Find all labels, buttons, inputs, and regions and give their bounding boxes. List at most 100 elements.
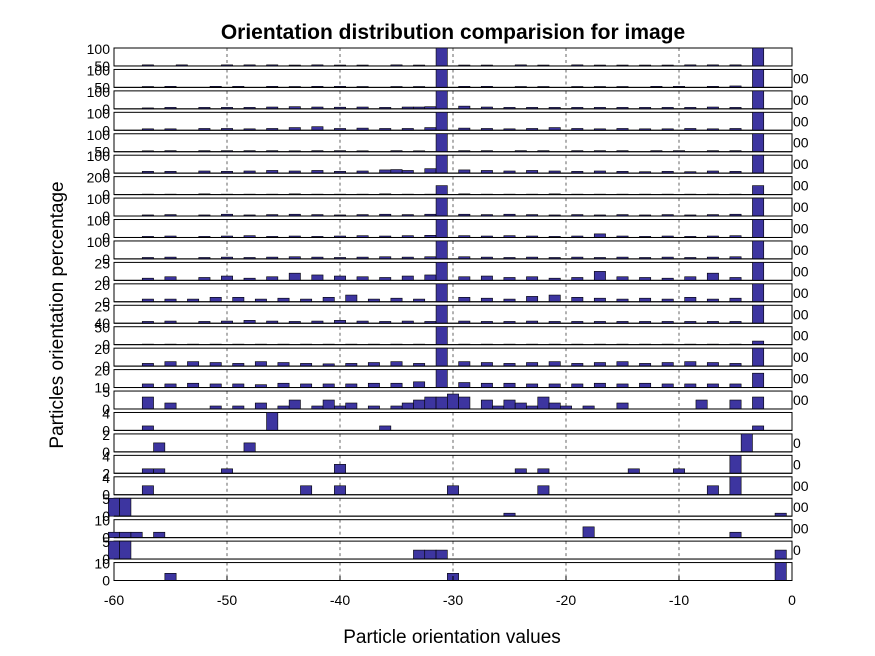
x-tick-label: -30 — [443, 592, 463, 608]
x-tick-label: 0 — [788, 592, 796, 608]
panel-ytick-label: 0 — [102, 337, 110, 353]
bar — [752, 396, 765, 410]
bar — [526, 276, 539, 281]
bar — [334, 464, 346, 474]
bar — [367, 382, 380, 388]
bar — [729, 476, 742, 496]
bar — [729, 455, 742, 474]
panel-right-label: 00 — [793, 113, 809, 129]
panel-ytick-label: 2 — [102, 465, 110, 481]
panel-right-label: 00 — [793, 328, 809, 344]
bar — [435, 47, 448, 67]
bar — [435, 197, 448, 217]
bar — [413, 381, 426, 388]
bar — [435, 396, 448, 410]
bar — [141, 383, 154, 388]
panel-ytick-label: 4 — [102, 470, 110, 486]
bar — [661, 383, 674, 388]
bar — [209, 362, 222, 367]
bar — [514, 402, 527, 410]
bar — [164, 361, 177, 367]
bar — [503, 399, 516, 410]
x-tick-label: -50 — [217, 592, 237, 608]
panel-ytick-label: 10 — [94, 380, 110, 396]
panel-ytick-label: 0 — [102, 101, 110, 117]
bar — [424, 396, 437, 410]
bar — [639, 382, 652, 388]
panel-ytick-label: 20 — [94, 277, 110, 293]
bar — [435, 347, 448, 367]
panel-ytick-label: 100 — [87, 105, 111, 121]
bar — [266, 276, 279, 281]
panel-19: 200 — [102, 427, 801, 460]
bar — [752, 90, 765, 110]
bar — [153, 442, 166, 453]
bar — [141, 396, 154, 410]
bar — [752, 262, 765, 281]
panel-ytick-label: 4 — [102, 405, 110, 421]
panel-ytick-label: 2 — [102, 427, 110, 443]
bar — [209, 296, 222, 303]
panel-ytick-label: 0 — [102, 422, 110, 438]
bar — [243, 442, 256, 453]
bar — [593, 382, 606, 388]
x-axis-label: Particle orientation values — [343, 627, 561, 648]
chart-title: Orientation distribution comparision for… — [221, 21, 685, 44]
bar — [390, 297, 403, 303]
panel-right-label: 00 — [793, 178, 809, 194]
bar — [164, 276, 177, 281]
bar — [356, 276, 369, 281]
panel-ytick-label: 20 — [94, 363, 110, 379]
panel-right-label: 0 — [793, 542, 801, 558]
x-tick-label: -20 — [556, 592, 576, 608]
bar — [458, 296, 471, 303]
bar — [593, 233, 606, 238]
panel-ytick-label: 0 — [102, 551, 110, 567]
bar — [334, 275, 346, 281]
bar — [311, 274, 324, 281]
bar — [209, 383, 222, 388]
bar — [774, 562, 787, 581]
bar — [616, 361, 629, 367]
panel-ytick-label: 0 — [102, 122, 110, 138]
panel-right-label: 00 — [793, 478, 809, 494]
bar — [639, 297, 652, 303]
bar — [752, 425, 765, 431]
panel-ytick-label: 0 — [102, 508, 110, 524]
bar — [752, 372, 765, 388]
bar — [221, 275, 233, 281]
bar — [706, 485, 719, 496]
bar — [108, 540, 120, 560]
panel-ytick-label: 0 — [102, 165, 110, 181]
bar — [752, 283, 765, 303]
bar — [593, 297, 606, 303]
bar — [435, 185, 448, 195]
bar — [684, 361, 697, 367]
bar — [232, 383, 245, 388]
bar — [729, 399, 742, 410]
panel-right-label: 00 — [793, 521, 809, 537]
bar — [752, 219, 765, 238]
bar — [593, 362, 606, 367]
bar — [277, 362, 290, 367]
bar — [480, 382, 493, 388]
bar — [616, 383, 629, 388]
bar — [752, 185, 765, 195]
panel-right-label: 00 — [793, 285, 809, 301]
panel-right-label: 00 — [793, 349, 809, 365]
bar — [345, 294, 358, 303]
bar — [752, 133, 765, 152]
bar — [254, 402, 267, 410]
panel-ytick-label: 0 — [102, 251, 110, 267]
bar — [458, 361, 471, 367]
bar — [729, 383, 742, 388]
bar — [593, 271, 606, 281]
bar — [435, 69, 448, 88]
bar — [526, 296, 539, 303]
panel-ytick-label: 25 — [94, 255, 110, 271]
